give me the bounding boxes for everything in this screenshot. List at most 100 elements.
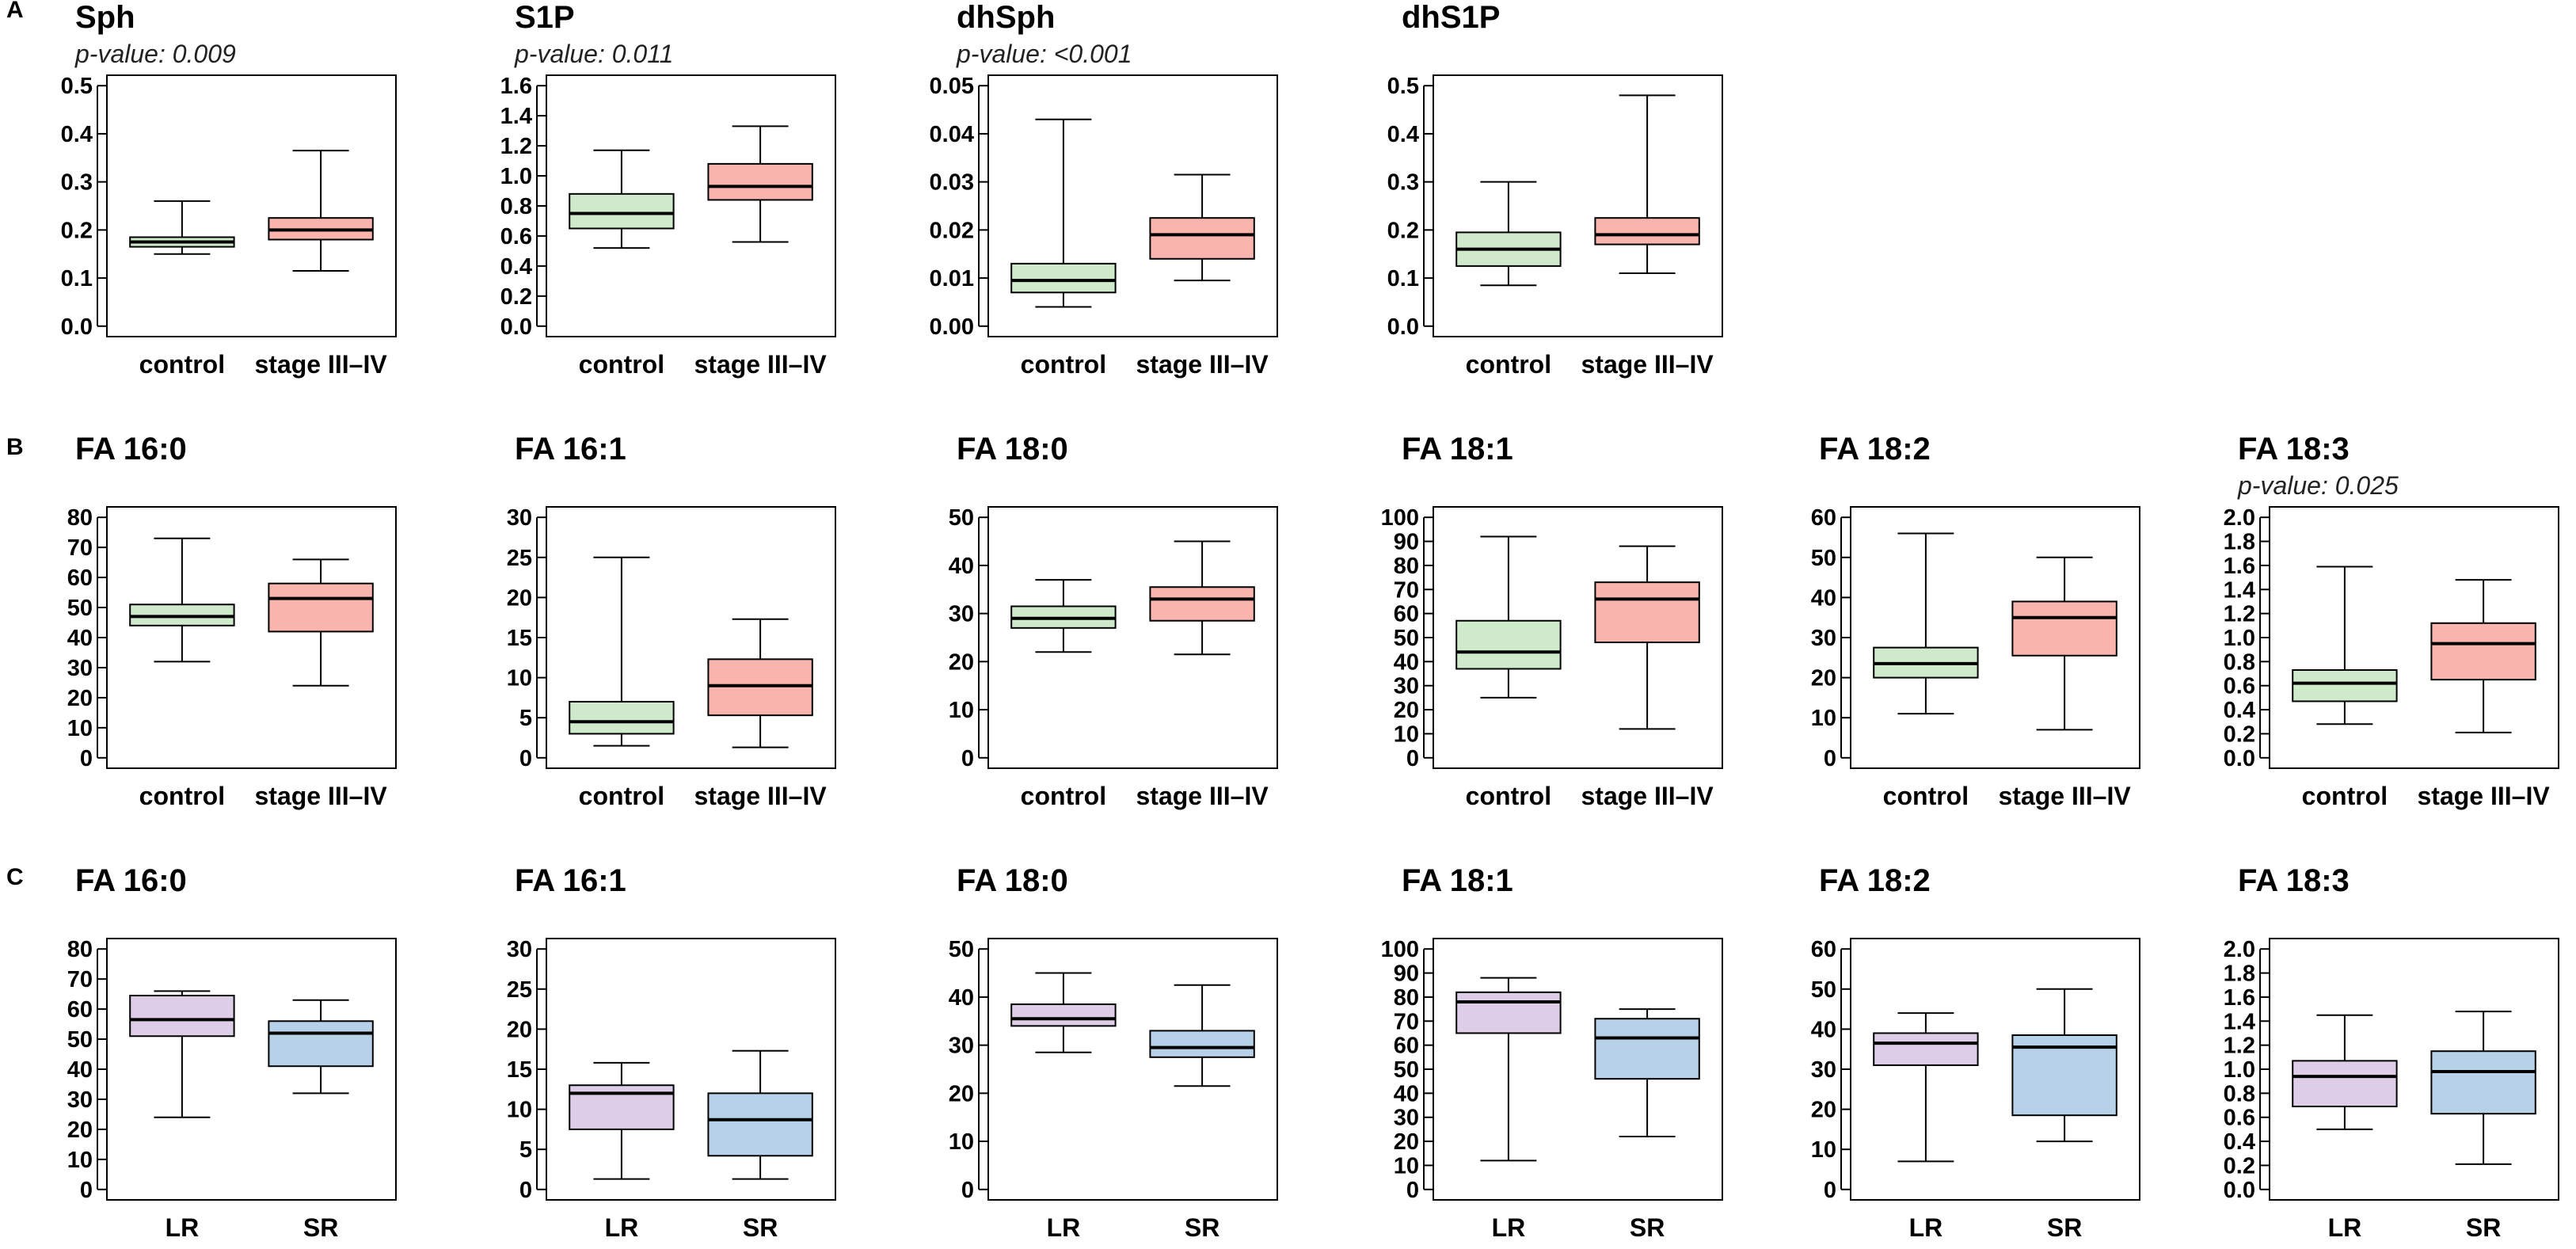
y-tick-label: 5 bbox=[519, 706, 532, 731]
y-tick-label: 0.2 bbox=[2224, 1153, 2255, 1179]
iqr-box bbox=[268, 582, 374, 633]
chart-title: FA 18:3 bbox=[2238, 432, 2350, 466]
y-tick-label: 0.4 bbox=[1387, 122, 1419, 147]
y-tick-label: 90 bbox=[1394, 962, 1419, 987]
chart-c-fa-16-0: FA 16:0 0 10 20 30 40 50 60 70 80 LR SR bbox=[67, 863, 397, 1242]
y-tick-label: 60 bbox=[1811, 937, 1836, 962]
box-sr bbox=[2011, 988, 2117, 1143]
chart-a-dhsph: dhSph p-value: <0.001 0.00 0.01 0.02 0.03 0.04… bbox=[930, 0, 1278, 379]
chart-title: Sph bbox=[75, 0, 135, 35]
x-category-label: LR bbox=[605, 1213, 639, 1242]
iqr-box bbox=[707, 1092, 813, 1157]
iqr-box bbox=[1010, 262, 1117, 294]
y-tick-label: 50 bbox=[1811, 546, 1836, 571]
y-tick-label: 0.8 bbox=[500, 194, 532, 219]
iqr-box bbox=[1149, 1030, 1255, 1058]
y-tick-label: 0.02 bbox=[930, 218, 974, 243]
box-stage-iii-iv bbox=[707, 125, 813, 243]
iqr-box bbox=[569, 700, 675, 735]
chart-c-fa-18-2: FA 18:2 0 10 20 30 40 50 60 LR SR bbox=[1811, 863, 2140, 1242]
y-tick-label: 20 bbox=[67, 686, 93, 711]
y-tick-label: 0.8 bbox=[2224, 1081, 2255, 1106]
y-tick-label: 70 bbox=[1394, 1009, 1419, 1034]
y-tick-label: 0.6 bbox=[2224, 1106, 2255, 1131]
y-tick-label: 90 bbox=[1394, 530, 1419, 555]
y-tick-label: 15 bbox=[507, 626, 532, 651]
y-tick-label: 20 bbox=[949, 1081, 974, 1106]
x-category-label: control bbox=[579, 350, 664, 379]
plot-frame bbox=[106, 506, 397, 769]
y-tick-label: 15 bbox=[507, 1057, 532, 1083]
box-stage-iii-iv bbox=[1594, 94, 1700, 275]
iqr-box bbox=[1455, 619, 1562, 670]
y-tick-label: 1.4 bbox=[2224, 577, 2255, 603]
y-tick-label: 1.6 bbox=[500, 74, 532, 99]
y-tick-label: 40 bbox=[67, 626, 93, 651]
y-tick-label: 60 bbox=[67, 565, 93, 591]
x-category-label: stage III–IV bbox=[1581, 350, 1714, 379]
chart-title: FA 18:0 bbox=[957, 863, 1068, 898]
y-tick-label: 30 bbox=[507, 505, 532, 531]
y-tick-label: 40 bbox=[67, 1057, 93, 1083]
y-tick-label: 10 bbox=[1394, 722, 1419, 747]
y-tick-label: 0.6 bbox=[500, 224, 532, 249]
x-category-label: SR bbox=[743, 1213, 778, 1242]
y-tick-label: 0.3 bbox=[61, 170, 93, 196]
y-tick-label: 0.2 bbox=[1387, 218, 1419, 243]
x-category-label: control bbox=[2302, 782, 2388, 810]
iqr-box bbox=[1594, 217, 1700, 246]
chart-title: S1P bbox=[515, 0, 575, 35]
y-tick-label: 60 bbox=[1811, 505, 1836, 531]
y-tick-label: 1.6 bbox=[2224, 554, 2255, 579]
box-stage-iii-iv bbox=[268, 150, 374, 272]
chart-b-fa-18-0: FA 18:0 0 10 20 30 40 50 control stage III–IV bbox=[949, 432, 1278, 810]
box-stage-iii-iv bbox=[1149, 540, 1255, 656]
y-tick-label: 30 bbox=[67, 656, 93, 681]
y-tick-label: 50 bbox=[67, 1027, 93, 1053]
y-tick-label: 1.8 bbox=[2224, 530, 2255, 555]
y-tick-label: 100 bbox=[1381, 505, 1419, 531]
chart-b-fa-18-2: FA 18:2 0 10 20 30 40 50 60 control stage III–IV bbox=[1811, 432, 2140, 810]
chart-b-fa-16-1: FA 16:1 0 5 10 15 20 25 30 control stage III–IV bbox=[507, 432, 836, 810]
y-tick-label: 70 bbox=[67, 535, 93, 561]
x-category-label: control bbox=[139, 782, 225, 810]
y-tick-label: 50 bbox=[1394, 626, 1419, 651]
iqr-box bbox=[268, 1020, 374, 1068]
y-tick-label: 10 bbox=[949, 1129, 974, 1155]
iqr-box bbox=[569, 192, 675, 230]
plot-frame bbox=[987, 74, 1278, 337]
y-tick-label: 40 bbox=[1394, 649, 1419, 675]
box-stage-iii-iv bbox=[2430, 579, 2536, 733]
y-tick-label: 0.04 bbox=[930, 122, 974, 147]
x-category-label: SR bbox=[303, 1213, 338, 1242]
y-tick-label: 30 bbox=[1394, 1106, 1419, 1131]
y-tick-label: 0.2 bbox=[61, 218, 93, 243]
y-tick-label: 40 bbox=[949, 985, 974, 1011]
y-tick-label: 50 bbox=[1394, 1057, 1419, 1083]
y-tick-label: 0.00 bbox=[930, 314, 974, 340]
iqr-box bbox=[2011, 600, 2117, 657]
iqr-box bbox=[1149, 217, 1255, 260]
x-category-label: LR bbox=[1047, 1213, 1081, 1242]
y-tick-label: 30 bbox=[67, 1087, 93, 1113]
y-tick-label: 10 bbox=[1811, 706, 1836, 731]
y-tick-label: 1.0 bbox=[500, 164, 532, 189]
chart-subtitle: p-value: 0.025 bbox=[2237, 471, 2399, 500]
y-tick-label: 0.8 bbox=[2224, 649, 2255, 675]
y-tick-label: 0 bbox=[961, 746, 974, 771]
y-tick-label: 50 bbox=[949, 937, 974, 962]
box-lr bbox=[569, 1061, 675, 1180]
x-category-label: stage III–IV bbox=[255, 782, 388, 810]
chart-c-fa-18-0: FA 18:0 0 10 20 30 40 50 LR SR bbox=[949, 863, 1278, 1242]
y-tick-label: 30 bbox=[1811, 1057, 1836, 1083]
panel-label-b: B bbox=[6, 434, 24, 460]
charts-container: Sph p-value: 0.009 0.0 0.1 0.2 0.3 0.4 0.5 contr… bbox=[61, 0, 2559, 1242]
chart-title: FA 16:0 bbox=[75, 432, 187, 466]
y-tick-label: 20 bbox=[1394, 698, 1419, 723]
plot-frame bbox=[987, 506, 1278, 769]
iqr-box bbox=[1873, 1032, 1979, 1066]
box-lr bbox=[1010, 972, 1117, 1053]
plot-frame bbox=[546, 938, 836, 1201]
y-tick-label: 0 bbox=[519, 1178, 532, 1203]
box-sr bbox=[268, 999, 374, 1095]
